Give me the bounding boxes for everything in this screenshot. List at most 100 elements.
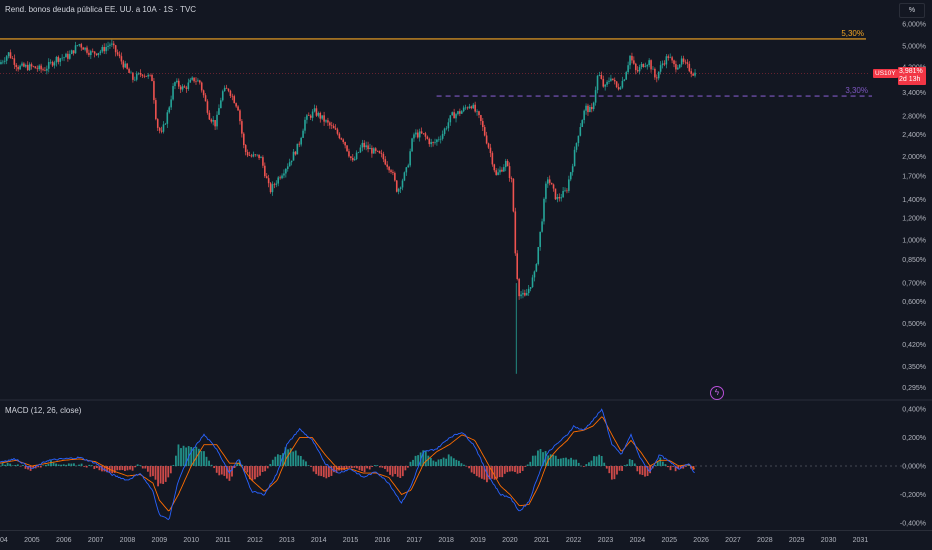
price-candle-body [99, 51, 102, 53]
price-candle-body [26, 65, 29, 71]
time-tick-label: 2005 [24, 537, 40, 544]
macd-histogram-bar [302, 459, 305, 466]
price-candle-body [373, 148, 375, 154]
price-candle-body [556, 196, 559, 200]
macd-histogram-bar [236, 463, 238, 466]
price-candle-body [482, 121, 484, 128]
price-candle-body [504, 160, 507, 168]
price-candle-body [42, 69, 44, 71]
macd-histogram-bar [631, 459, 634, 466]
macd-histogram-bar [521, 466, 524, 471]
price-candle-body [15, 64, 18, 68]
price-candle-body [487, 143, 490, 148]
price-candle-body [671, 57, 673, 61]
macd-histogram-bar [338, 466, 340, 471]
macd-histogram-bar [508, 466, 511, 472]
price-candle-body [592, 102, 595, 110]
macd-histogram-bar [378, 466, 381, 468]
price-candle-body [422, 133, 425, 134]
macd-histogram-bar [144, 466, 147, 469]
price-candle-body [68, 54, 71, 59]
price-tick-label: 0,350% [902, 364, 926, 371]
price-candle-body [495, 170, 497, 175]
price-candle-body [23, 63, 25, 67]
price-candle-body [432, 142, 434, 143]
macd-histogram-bar [73, 463, 75, 466]
price-candle-body [147, 74, 149, 77]
price-candle-body [11, 58, 14, 59]
price-candle-body [218, 108, 220, 115]
macd-histogram-bar [282, 453, 284, 466]
price-candle-body [269, 183, 272, 193]
macd-histogram-bar [414, 455, 417, 466]
macd-histogram-bar [644, 466, 646, 477]
time-tick-label: 2008 [120, 537, 136, 544]
macd-histogram-bar [139, 465, 142, 466]
price-candle-body [306, 115, 308, 120]
price-candle-body [376, 150, 379, 152]
macd-histogram-bar [185, 447, 188, 466]
price-candle-body [571, 166, 574, 173]
price-candle-body [443, 128, 446, 134]
price-candle-body [19, 65, 21, 70]
flash-icon[interactable]: ϟ [710, 386, 724, 400]
price-candle-body [202, 90, 205, 96]
macd-histogram-bar [39, 466, 42, 468]
macd-histogram-bar [667, 466, 669, 468]
macd-tick-label: -0,400% [900, 520, 926, 527]
price-candle-body [518, 278, 520, 297]
price-candle-body [399, 187, 402, 189]
price-candle-body [256, 154, 258, 156]
price-candle-body [30, 64, 33, 67]
price-candle-body [621, 80, 624, 88]
price-candle-body [185, 87, 188, 89]
macd-histogram-bar [458, 460, 460, 466]
price-candle-body [640, 63, 643, 68]
price-candle-body [223, 87, 226, 92]
price-candle-body [183, 86, 186, 88]
price-candle-body [409, 151, 411, 166]
price-candle-body [111, 43, 113, 45]
price-candle-body [608, 80, 610, 82]
price-candle-body [652, 68, 654, 70]
price-candle-body [34, 66, 37, 69]
price-candle-body [25, 65, 27, 67]
macd-histogram-bar [447, 454, 450, 466]
price-candle-body [476, 111, 478, 112]
macd-histogram-bar [557, 458, 560, 466]
price-candle-body [677, 67, 679, 70]
price-candle-body [415, 132, 417, 135]
macd-histogram-bar [320, 466, 323, 477]
price-candle-body [67, 53, 69, 59]
price-candle-body [28, 64, 31, 71]
price-candle-body [675, 64, 677, 70]
macd-histogram-bar [95, 466, 98, 469]
price-pane[interactable] [0, 39, 870, 374]
price-candle-body [436, 139, 438, 143]
bar-countdown: 2d 13h [899, 76, 921, 83]
price-candle-body [61, 57, 63, 59]
annotation-layer[interactable]: 5,30% 3,30% [0, 29, 872, 97]
macd-histogram-bar [633, 463, 636, 466]
price-candle-body [248, 155, 251, 156]
price-candle-body [17, 67, 19, 70]
price-candle-body [575, 143, 578, 150]
scale-mode-button[interactable]: % [899, 3, 925, 18]
macd-histogram-bar [361, 466, 363, 471]
macd-histogram-bar [88, 464, 91, 466]
last-price-badge: 3,981% 2d 13h [898, 67, 926, 85]
axis-layer: 6,000%5,000%4,200%3,400%2,800%2,400%2,00… [0, 21, 926, 544]
price-candle-body [3, 60, 6, 62]
price-candle-body [70, 50, 73, 55]
price-candle-body [514, 211, 517, 254]
macd-histogram-bar [534, 455, 537, 466]
macd-histogram-bar [348, 466, 351, 468]
price-candle-body [311, 111, 314, 118]
macd-histogram-bar [215, 466, 218, 473]
price-candle-body [281, 175, 283, 179]
macd-histogram-bar [376, 465, 379, 466]
price-candle-body [187, 82, 190, 89]
macd-pane[interactable] [0, 408, 920, 521]
